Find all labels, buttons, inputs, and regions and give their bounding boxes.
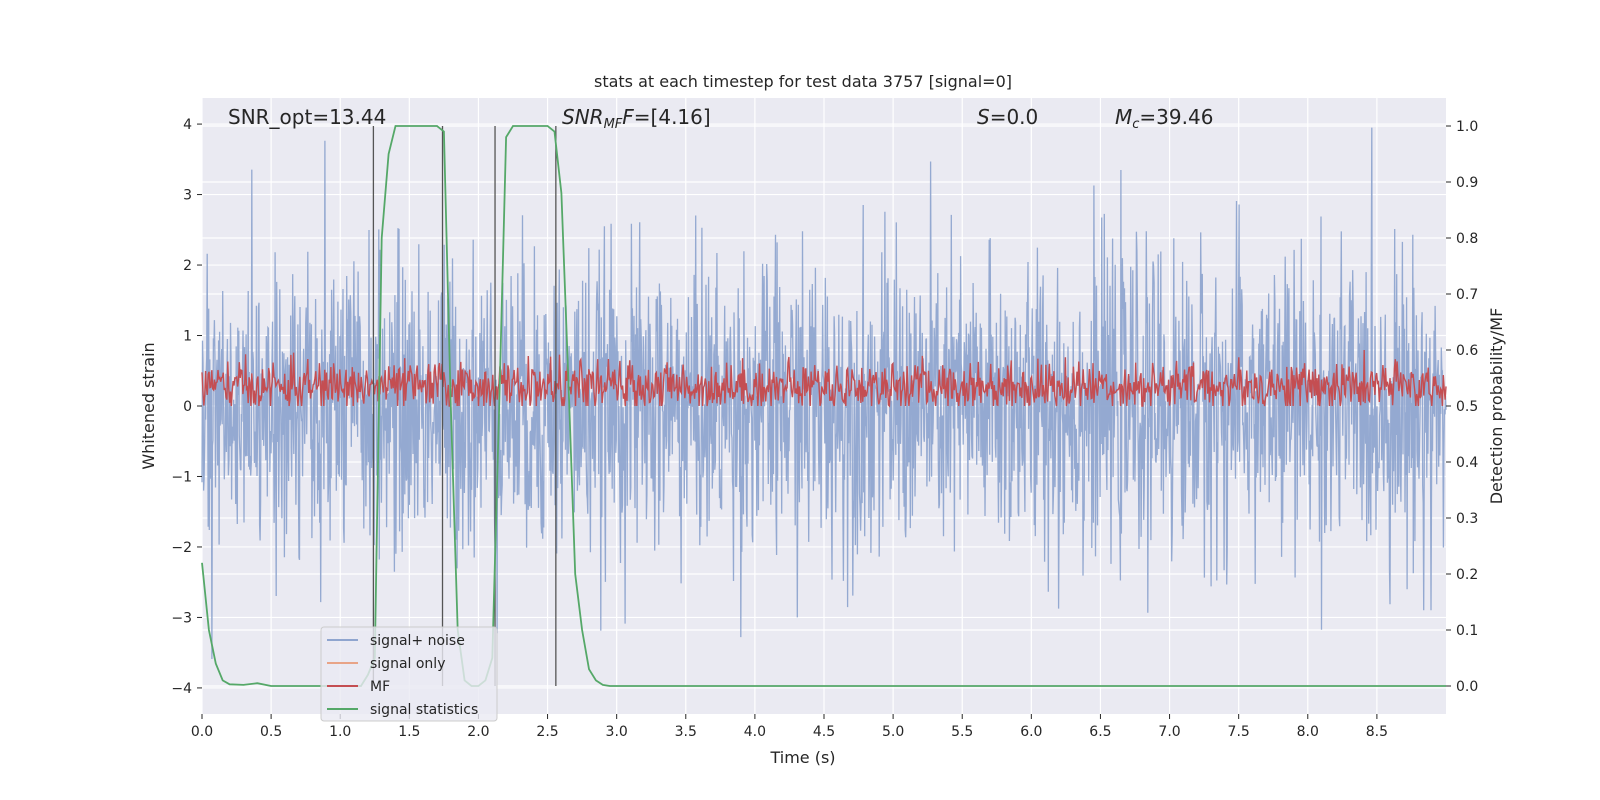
y-tick-label: 3 — [183, 188, 192, 204]
x-axis-label: Time (s) — [769, 748, 835, 767]
x-tick-label: 4.5 — [813, 724, 835, 740]
y2-tick-label: 0.6 — [1456, 343, 1478, 359]
x-tick-label: 1.5 — [398, 724, 420, 740]
y-tick-label: −2 — [171, 540, 192, 556]
y-tick-label: 1 — [183, 329, 192, 345]
x-tick-label: 2.5 — [536, 724, 558, 740]
x-tick-label: 8.5 — [1366, 724, 1388, 740]
x-tick-label: 6.5 — [1089, 724, 1111, 740]
annotation-mc-main: M — [1115, 105, 1132, 129]
legend: signal+ noise signal only MF signal stat… — [320, 626, 498, 722]
y2-axis-label: Detection probability/MF — [1487, 308, 1506, 505]
annotation-s-main: S — [977, 105, 990, 129]
y-tick-label: −3 — [171, 610, 192, 626]
y-tick-label: 2 — [183, 258, 192, 274]
annotation-snr-mf-value: =[4.16] — [634, 105, 711, 129]
y2-tick-label: 0.5 — [1456, 399, 1478, 415]
annotation-s: S=0.0 — [977, 105, 1038, 129]
legend-label-mf: MF — [370, 679, 390, 695]
x-tick-label: 7.5 — [1228, 724, 1250, 740]
x-tick-label: 2.0 — [467, 724, 489, 740]
legend-label-signal-only: signal only — [370, 656, 445, 672]
x-tick-label: 5.0 — [882, 724, 904, 740]
x-tick-label: 0.5 — [260, 724, 282, 740]
y-axis-label: Whitened strain — [139, 342, 158, 469]
y2-tick-label: 0.3 — [1456, 511, 1478, 527]
y-tick-label: 4 — [183, 117, 192, 133]
x-tick-label: 5.5 — [951, 724, 973, 740]
x-tick-label: 7.0 — [1158, 724, 1180, 740]
annotation-snr-mf-main: SNR — [562, 105, 604, 129]
x-tick-label: 4.0 — [744, 724, 766, 740]
x-tick-label: 0.0 — [191, 724, 213, 740]
y2-tick-label: 0.4 — [1456, 455, 1478, 471]
annotation-snr-mf-f: F — [622, 105, 634, 129]
x-tick-label: 6.0 — [1020, 724, 1042, 740]
legend-box — [320, 626, 498, 722]
annotation-mc-sub: c — [1132, 117, 1139, 132]
y2-tick-label: 0.2 — [1456, 567, 1478, 583]
y2-tick-label: 0.8 — [1456, 231, 1478, 247]
y2-tick-label: 0.7 — [1456, 287, 1478, 303]
x-tick-label: 1.0 — [329, 724, 351, 740]
legend-label-signal-statistics: signal statistics — [370, 702, 478, 718]
x-tick-label: 3.0 — [606, 724, 628, 740]
y-tick-label: −1 — [171, 469, 192, 485]
chart-title: stats at each timestep for test data 375… — [594, 72, 1012, 91]
y2-tick-label: 0.9 — [1456, 175, 1478, 191]
y-tick-label: 0 — [183, 399, 192, 415]
series-mf-line — [201, 349, 1447, 408]
annotation-snr-mf-sub: MF — [604, 117, 623, 132]
y2-tick-label: 0.1 — [1456, 623, 1478, 639]
annotation-snr-mf: SNRMFF=[4.16] — [562, 105, 711, 132]
y-tick-label: −4 — [171, 681, 192, 697]
x-tick-label: 8.0 — [1297, 724, 1319, 740]
legend-label-signal-noise: signal+ noise — [370, 633, 465, 649]
y2-tick-label: 0.0 — [1456, 679, 1478, 695]
y2-tick-label: 1.0 — [1456, 119, 1478, 135]
annotation-s-value: =0.0 — [990, 105, 1039, 129]
x-tick-label: 3.5 — [675, 724, 697, 740]
annotation-snr-opt: SNR_opt=13.44 — [228, 105, 386, 129]
annotation-mc: Mc=39.46 — [1115, 105, 1213, 132]
annotation-mc-value: =39.46 — [1139, 105, 1213, 129]
